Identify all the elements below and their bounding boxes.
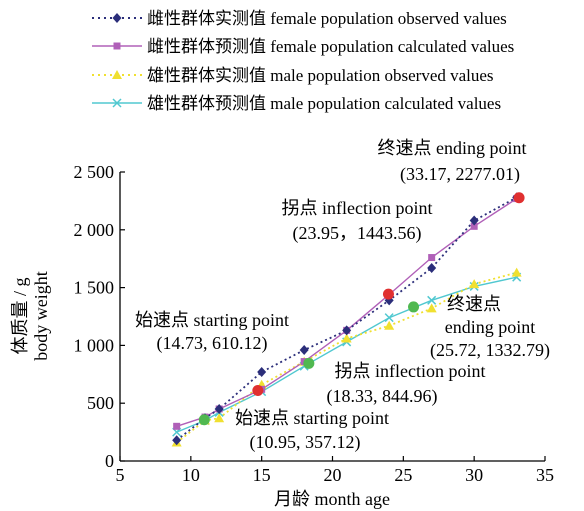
data-point xyxy=(426,303,437,313)
legend-label: 雌性群体实测值 female population observed value… xyxy=(147,9,507,28)
legend-marker xyxy=(112,70,122,79)
data-point xyxy=(299,345,309,356)
data-point xyxy=(342,325,352,336)
x-ticks: 5 10 15 20 25 30 35 xyxy=(116,456,554,485)
legend-label: 雄性群体实测值 male population observed values xyxy=(147,66,494,85)
legend-entry: 雄性群体实测值 male population observed values xyxy=(92,66,494,85)
annotation-value: (18.33, 844.96) xyxy=(327,386,438,407)
annotation-female-ending: 终速点 ending point (33.17, 2277.01) xyxy=(378,138,527,185)
annotation-label: 拐点 inflection point xyxy=(282,198,433,218)
data-point xyxy=(511,267,522,277)
series-line xyxy=(176,198,518,427)
chart-legend: 雌性群体实测值 female population observed value… xyxy=(92,9,514,113)
data-point xyxy=(469,215,479,226)
annotation-label: 始速点 starting point xyxy=(235,408,389,428)
annotation-label: 始速点 starting point xyxy=(135,310,289,330)
x-axis-label: 月龄 month age xyxy=(274,489,390,509)
legend-label: 雌性群体预测值 female population calculated val… xyxy=(147,37,514,56)
annotation-female-starting: 始速点 starting point (14.73, 610.12) xyxy=(135,310,289,354)
data-point xyxy=(427,262,437,273)
x-tick-label: 35 xyxy=(536,465,554,485)
data-point xyxy=(427,295,437,305)
annotations: 终速点 ending point (33.17, 2277.01) 拐点 inf… xyxy=(135,138,550,453)
data-point xyxy=(469,279,480,289)
x-tick-label: 30 xyxy=(465,465,483,485)
annotation-value: (25.72, 1332.79) xyxy=(430,340,550,361)
annotation-male-inflection: 拐点 inflection point (18.33, 844.96) xyxy=(327,361,486,407)
data-point xyxy=(214,403,224,414)
series-line xyxy=(176,271,517,444)
x-tick-label: 10 xyxy=(182,465,200,485)
data-point xyxy=(341,333,352,343)
y-tick-label: 2 000 xyxy=(74,220,115,240)
y-axis-label-cn: 体质量 / g xyxy=(10,277,30,354)
special-point xyxy=(382,288,394,300)
special-point xyxy=(198,414,210,426)
legend-entry: 雄性群体预测值 male population calculated value… xyxy=(92,94,501,113)
special-point xyxy=(303,357,315,369)
y-tick-label: 2 500 xyxy=(74,162,115,182)
data-point xyxy=(173,422,181,430)
series-line xyxy=(176,276,517,433)
series-line xyxy=(176,196,518,441)
annotation-male-ending: 终速点 ending point (25.72, 1332.79) xyxy=(430,294,550,361)
special-point xyxy=(408,301,420,313)
x-tick-label: 25 xyxy=(394,465,412,485)
annotation-female-inflection: 拐点 inflection point (23.95，1443.56) xyxy=(282,198,433,244)
y-tick-label: 1 500 xyxy=(74,278,115,298)
y-tick-label: 500 xyxy=(87,393,114,413)
annotation-label: 终速点 ending point xyxy=(378,138,527,158)
x-tick-label: 15 xyxy=(253,465,271,485)
annotation-label: 终速点 xyxy=(447,294,501,314)
data-point xyxy=(384,313,394,323)
special-points xyxy=(198,192,525,426)
annotation-value: (23.95，1443.56) xyxy=(293,223,422,244)
x-tick-label: 5 xyxy=(116,465,125,485)
legend-marker xyxy=(113,42,121,50)
annotation-value: (33.17, 2277.01) xyxy=(400,164,520,185)
y-axis-label-group: 体质量 / g body weight xyxy=(10,271,51,361)
annotation-sublabel: ending point xyxy=(445,317,536,337)
legend-entry: 雌性群体预测值 female population calculated val… xyxy=(92,37,514,56)
marker-x-stroke xyxy=(384,313,394,323)
legend-marker xyxy=(112,13,122,23)
data-point xyxy=(172,435,182,446)
annotation-value: (10.95, 357.12) xyxy=(250,432,361,453)
annotation-value: (14.73, 610.12) xyxy=(157,333,268,354)
data-point xyxy=(257,366,267,377)
legend-entry: 雌性群体实测值 female population observed value… xyxy=(92,9,507,28)
y-tick-label: 0 xyxy=(105,451,114,471)
data-point xyxy=(428,254,436,262)
data-point xyxy=(470,222,478,230)
y-ticks: 0 500 1 000 1 500 2 000 2 500 xyxy=(74,162,125,471)
special-point xyxy=(252,384,264,396)
data-point xyxy=(384,320,395,330)
y-axis-label-en: body weight xyxy=(31,271,51,361)
marker-x-stroke xyxy=(112,98,122,108)
series-lines xyxy=(176,196,518,444)
special-point xyxy=(513,192,525,204)
data-point xyxy=(214,413,225,423)
y-tick-label: 1 000 xyxy=(74,335,115,355)
x-tick-label: 20 xyxy=(324,465,342,485)
legend-label: 雄性群体预测值 male population calculated value… xyxy=(147,94,501,113)
marker-x-stroke xyxy=(427,295,437,305)
annotation-label: 拐点 inflection point xyxy=(335,361,486,381)
legend-marker xyxy=(112,98,122,108)
annotation-male-starting: 始速点 starting point (10.95, 357.12) xyxy=(235,408,389,453)
